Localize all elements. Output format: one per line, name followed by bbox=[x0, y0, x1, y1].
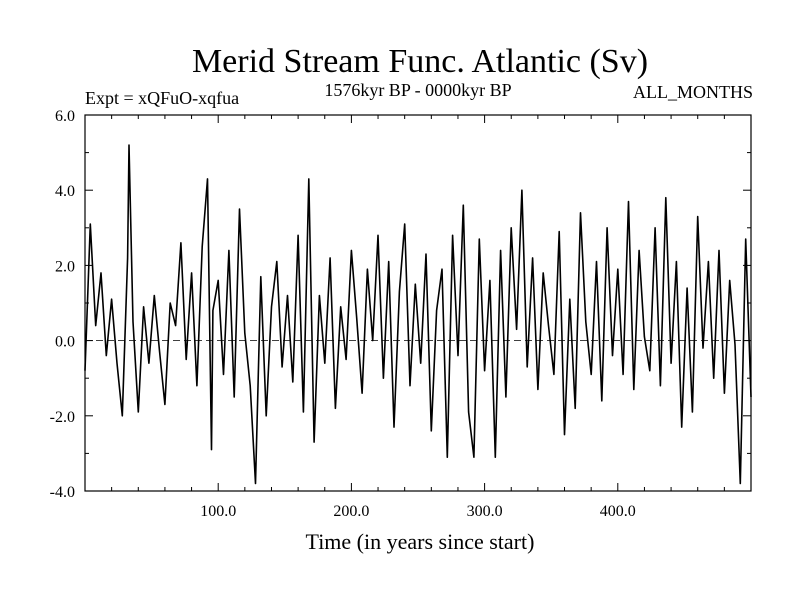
months-label: ALL_MONTHS bbox=[633, 82, 753, 102]
y-tick-label: 6.0 bbox=[55, 108, 75, 125]
period-label: 1576kyr BP - 0000kyr BP bbox=[324, 80, 511, 100]
x-tick-label: 100.0 bbox=[200, 503, 236, 520]
x-tick-label: 300.0 bbox=[467, 503, 503, 520]
chart-title: Merid Stream Func. Atlantic (Sv) bbox=[192, 43, 648, 80]
axis-tick-labels: 100.0 200.0 300.0 400.0 -4.0 -2.0 0.0 2.0 4.0 6.0 bbox=[50, 108, 636, 520]
x-tick-label: 400.0 bbox=[600, 503, 636, 520]
y-tick-label: 4.0 bbox=[55, 183, 75, 200]
y-tick-label: 0.0 bbox=[55, 334, 75, 351]
y-tick-label: -4.0 bbox=[50, 484, 75, 501]
y-tick-label: -2.0 bbox=[50, 409, 75, 426]
plot-frame bbox=[84, 114, 752, 492]
x-axis-label: Time (in years since start) bbox=[306, 529, 535, 554]
expt-label: Expt = xQFuO-xqfua bbox=[85, 88, 239, 108]
x-tick-label: 200.0 bbox=[333, 503, 369, 520]
axis-ticks bbox=[85, 114, 751, 492]
series-line bbox=[84, 144, 752, 485]
y-tick-label: 2.0 bbox=[55, 258, 75, 275]
